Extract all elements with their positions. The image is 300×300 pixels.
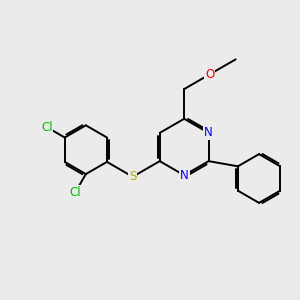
Text: S: S xyxy=(129,170,136,183)
Text: O: O xyxy=(205,68,214,81)
Text: Cl: Cl xyxy=(41,121,52,134)
Text: Cl: Cl xyxy=(70,186,81,199)
Text: N: N xyxy=(180,169,189,182)
Text: N: N xyxy=(204,126,213,140)
